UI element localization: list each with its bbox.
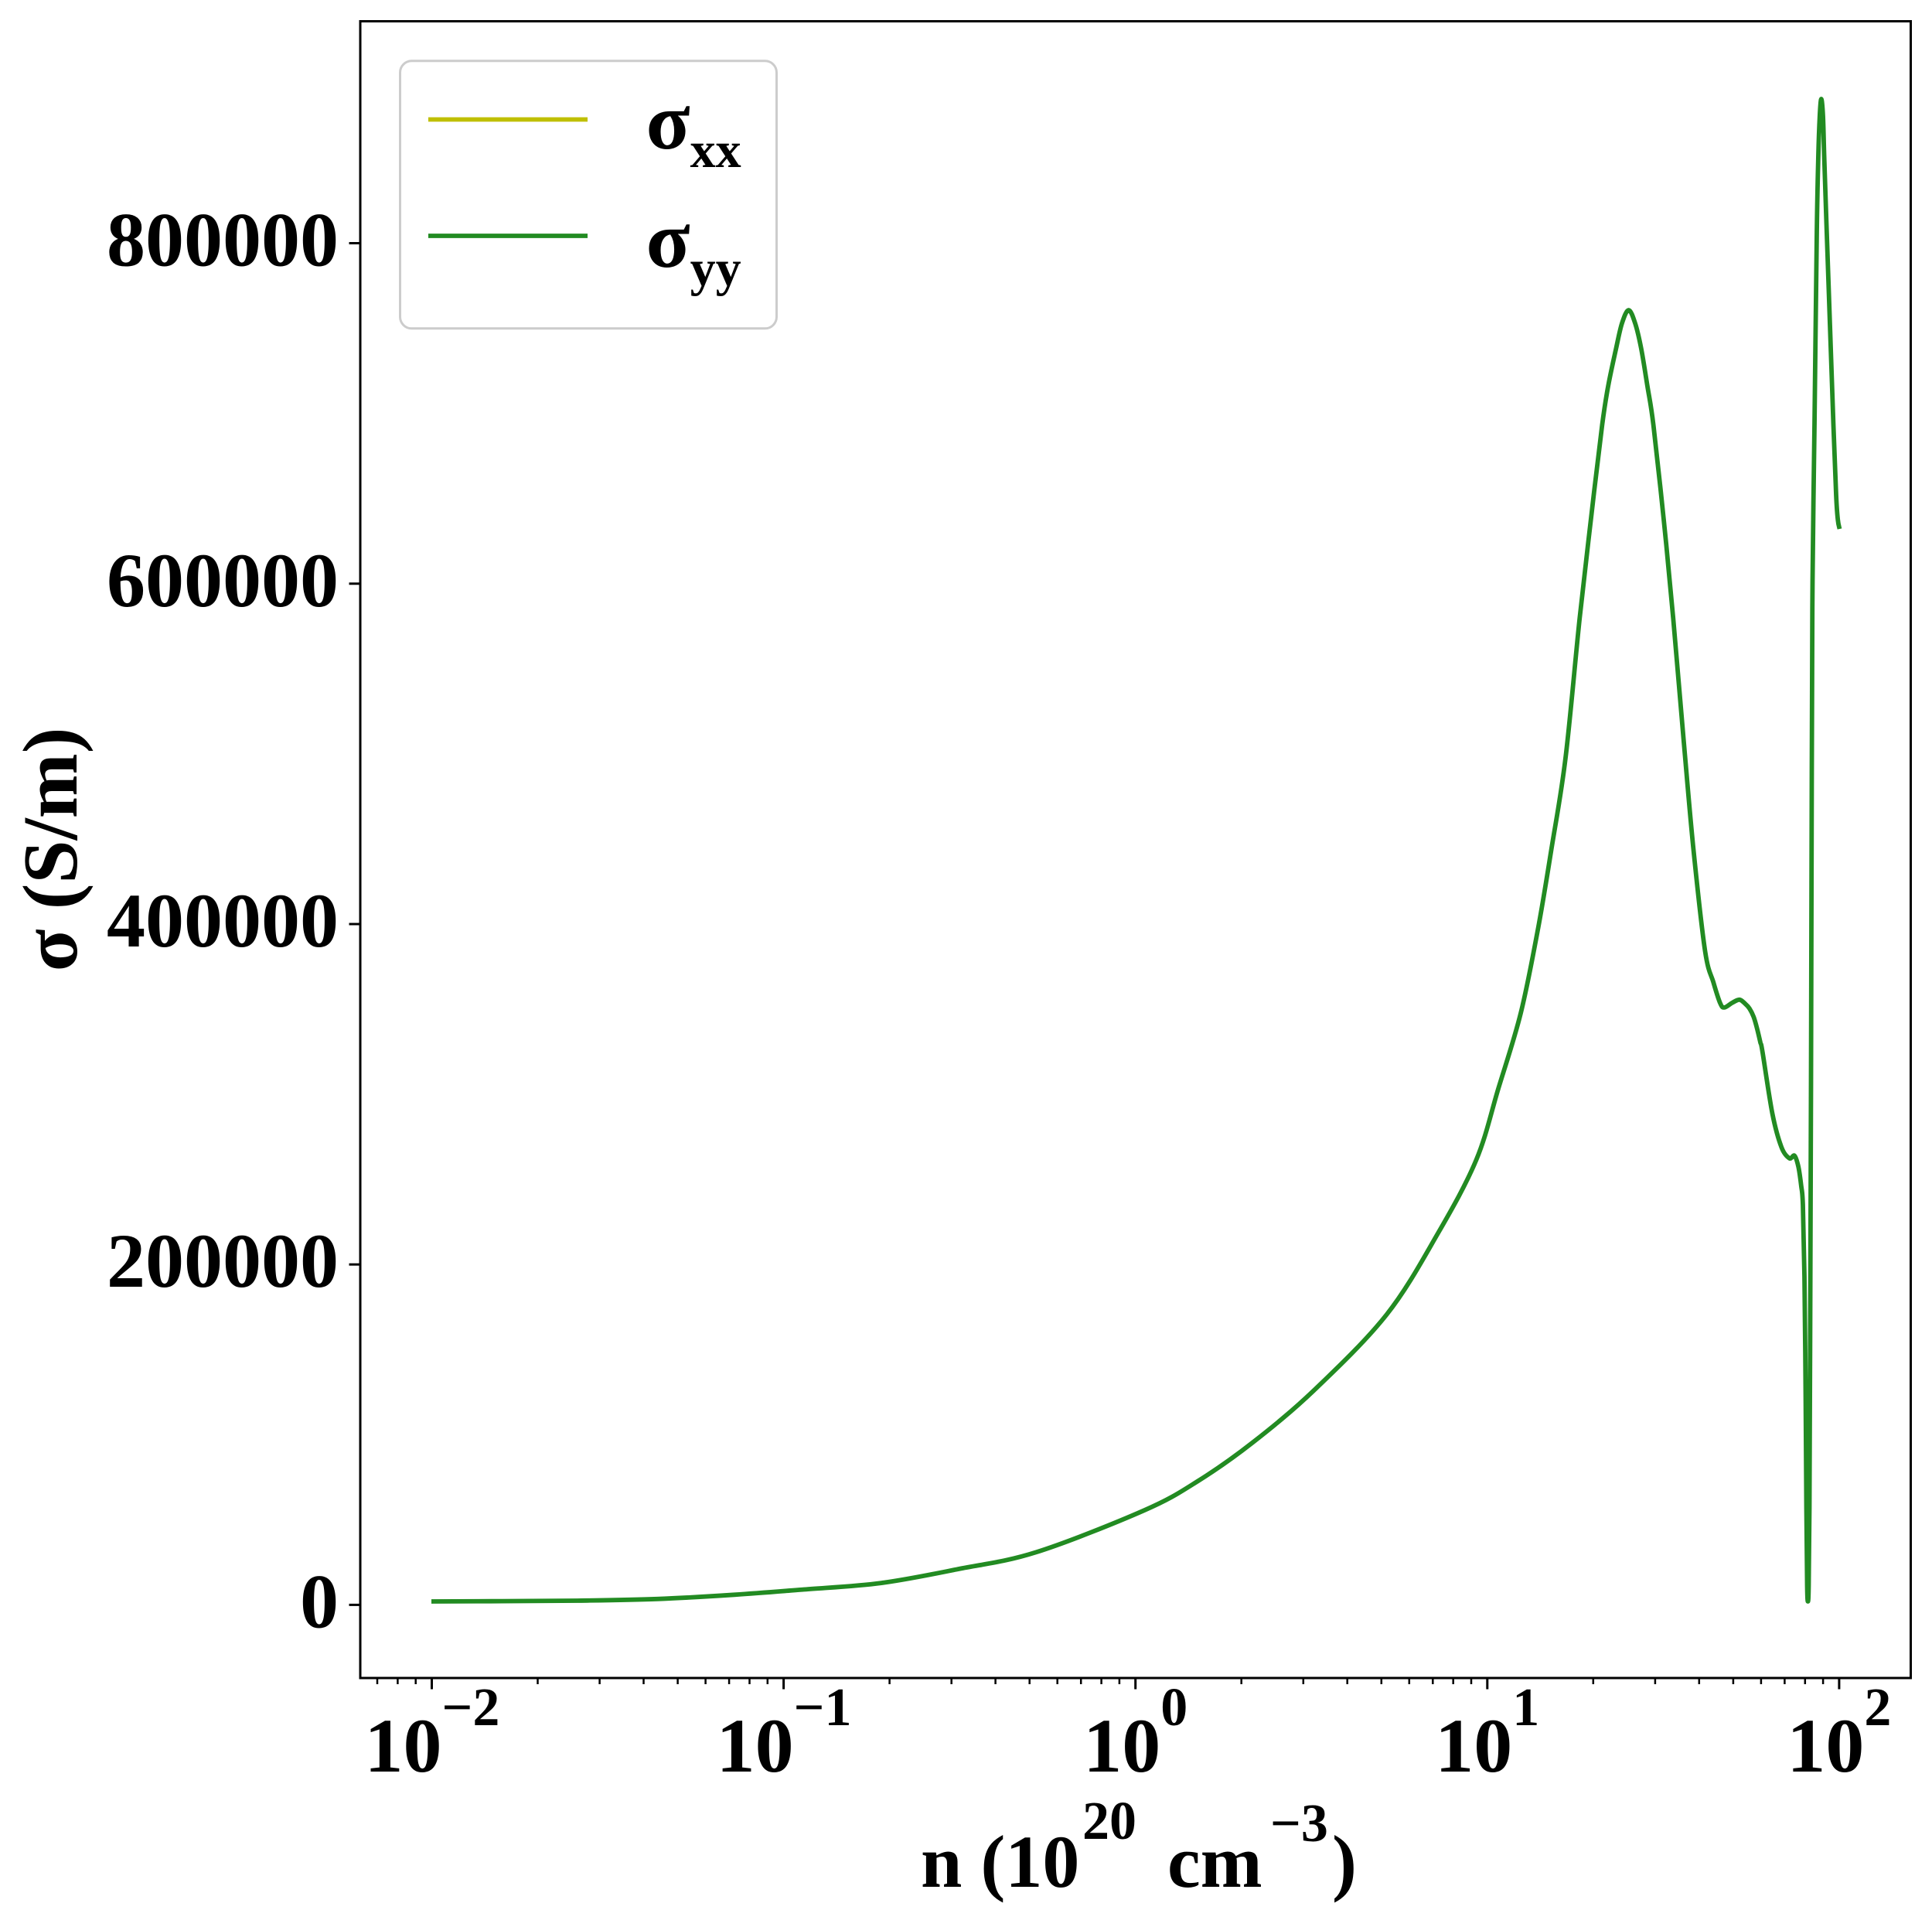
svg-text:600000: 600000 xyxy=(107,537,339,623)
svg-text:n (10: n (10 xyxy=(921,1820,1079,1903)
svg-text:200000: 200000 xyxy=(107,1218,339,1304)
svg-text:2: 2 xyxy=(1864,1678,1891,1738)
svg-text:10: 10 xyxy=(717,1703,794,1789)
svg-text:10: 10 xyxy=(1083,1703,1160,1789)
svg-text:20: 20 xyxy=(1082,1792,1136,1851)
svg-text:400000: 400000 xyxy=(107,878,339,964)
svg-text:σ (S/m): σ (S/m) xyxy=(7,728,94,972)
svg-text:10: 10 xyxy=(1787,1703,1864,1789)
svg-text:−3: −3 xyxy=(1270,1794,1328,1854)
svg-text:−1: −1 xyxy=(794,1678,852,1738)
svg-text:0: 0 xyxy=(300,1558,339,1644)
svg-text:10: 10 xyxy=(1435,1703,1512,1789)
svg-text:800000: 800000 xyxy=(107,197,339,283)
svg-text:−2: −2 xyxy=(442,1678,500,1738)
svg-text:): ) xyxy=(1332,1820,1357,1903)
svg-text:cm: cm xyxy=(1167,1820,1262,1903)
svg-text:1: 1 xyxy=(1512,1678,1539,1738)
svg-text:0: 0 xyxy=(1160,1678,1187,1738)
svg-text:10: 10 xyxy=(365,1703,442,1789)
